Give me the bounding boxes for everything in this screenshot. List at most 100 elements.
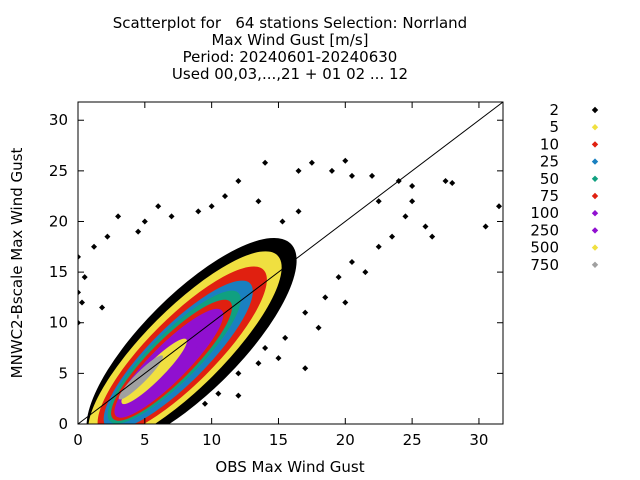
legend-marker [591, 192, 599, 200]
y-tick-label: 25 [49, 162, 68, 180]
legend-marker [591, 244, 599, 251]
chart-title-line-3: Period: 20240601-20240630 [182, 48, 398, 66]
x-tick-label: 10 [202, 431, 221, 449]
outlier-point [135, 228, 142, 235]
legend-label: 750 [530, 256, 559, 274]
legend-label: 250 [530, 221, 559, 239]
outlier-point [409, 198, 416, 205]
outlier-point [275, 355, 282, 362]
x-axis-ticks: 0 5 10 15 20 25 30 [73, 102, 488, 449]
outlier-point [255, 360, 262, 367]
y-axis-label: MNWC2-Bscale Max Wind Gust [8, 148, 26, 379]
outlier-point [342, 157, 349, 164]
x-tick-label: 20 [336, 431, 355, 449]
x-tick-label: 5 [140, 431, 150, 449]
outlier-point [91, 243, 98, 250]
outlier-point [235, 370, 242, 377]
legend-marker [591, 227, 599, 234]
outlier-point [78, 289, 81, 296]
outlier-point [262, 345, 269, 352]
outlier-point [342, 299, 349, 306]
outlier-point [141, 218, 148, 225]
outlier-point [482, 223, 489, 230]
legend-marker [591, 141, 599, 148]
x-tick-label: 15 [269, 431, 288, 449]
legend-label: 500 [530, 239, 559, 257]
outlier-point [302, 365, 309, 372]
outlier-point [104, 233, 111, 240]
outlier-point [375, 243, 382, 250]
y-tick-label: 10 [49, 314, 68, 332]
outlier-point [328, 167, 335, 174]
outlier-point [79, 299, 86, 306]
outlier-point [262, 159, 269, 166]
outlier-point [201, 400, 208, 407]
outlier-point [409, 183, 416, 190]
outlier-point [235, 392, 242, 399]
outlier-point [195, 208, 202, 215]
outlier-point [442, 177, 449, 184]
outlier-point [375, 198, 382, 205]
legend-label: 2 [549, 101, 559, 119]
outlier-point [99, 304, 106, 311]
outlier-point [402, 213, 409, 220]
outlier-point [322, 294, 329, 301]
y-tick-label: 15 [49, 263, 68, 281]
outlier-point [302, 309, 309, 316]
legend-label: 75 [540, 187, 559, 205]
outlier-point [429, 233, 436, 240]
outlier-point [215, 390, 222, 397]
x-tick-label: 25 [403, 431, 422, 449]
outlier-point [369, 172, 376, 179]
legend-label: 10 [540, 135, 559, 153]
x-tick-label: 0 [73, 431, 83, 449]
outlier-point [295, 167, 302, 174]
outlier-point [282, 334, 289, 341]
legend-marker [591, 210, 599, 217]
legend-label: 50 [540, 170, 559, 188]
chart-title-line-2: Max Wind Gust [m/s] [211, 31, 369, 49]
outlier-point [308, 159, 315, 166]
outlier-point [362, 269, 369, 276]
outlier-point [279, 218, 286, 225]
x-axis-label: OBS Max Wind Gust [215, 458, 364, 476]
outlier-point [235, 177, 242, 184]
outlier-point [389, 233, 396, 240]
legend-marker [591, 158, 599, 165]
outlier-point [168, 213, 175, 220]
outlier-point [348, 258, 355, 265]
outlier-point [115, 213, 122, 220]
outlier-point [78, 253, 81, 260]
outlier-point [495, 203, 502, 210]
outlier-point [255, 198, 262, 205]
legend-label: 5 [549, 118, 559, 136]
legend-marker [591, 124, 599, 131]
outlier-point [315, 324, 322, 331]
outlier-points [78, 157, 502, 407]
outlier-point [208, 203, 215, 210]
y-tick-label: 20 [49, 212, 68, 230]
outlier-point [422, 223, 429, 230]
outlier-point [348, 172, 355, 179]
legend-label: 100 [530, 204, 559, 222]
legend-marker [591, 175, 599, 182]
density-layer-750 [118, 355, 163, 400]
outlier-point [335, 274, 342, 281]
x-tick-label: 30 [469, 431, 488, 449]
density-layers [86, 237, 297, 424]
outlier-point [295, 208, 302, 215]
y-tick-label: 0 [58, 415, 68, 433]
chart-title-line-4: Used 00,03,...,21 + 01 02 ... 12 [171, 65, 409, 83]
outlier-point [449, 180, 456, 187]
y-axis-ticks: 0 5 10 15 20 25 30 [49, 111, 503, 433]
y-tick-label: 30 [49, 111, 68, 129]
outlier-point [81, 274, 88, 281]
outlier-point [222, 193, 229, 200]
legend-label: 25 [540, 153, 559, 171]
chart-title-line-1: Scatterplot for 64 stations Selection: N… [112, 14, 468, 32]
y-tick-label: 5 [58, 364, 68, 382]
diagonal-reference-line [77, 101, 504, 425]
legend-marker [591, 106, 599, 114]
